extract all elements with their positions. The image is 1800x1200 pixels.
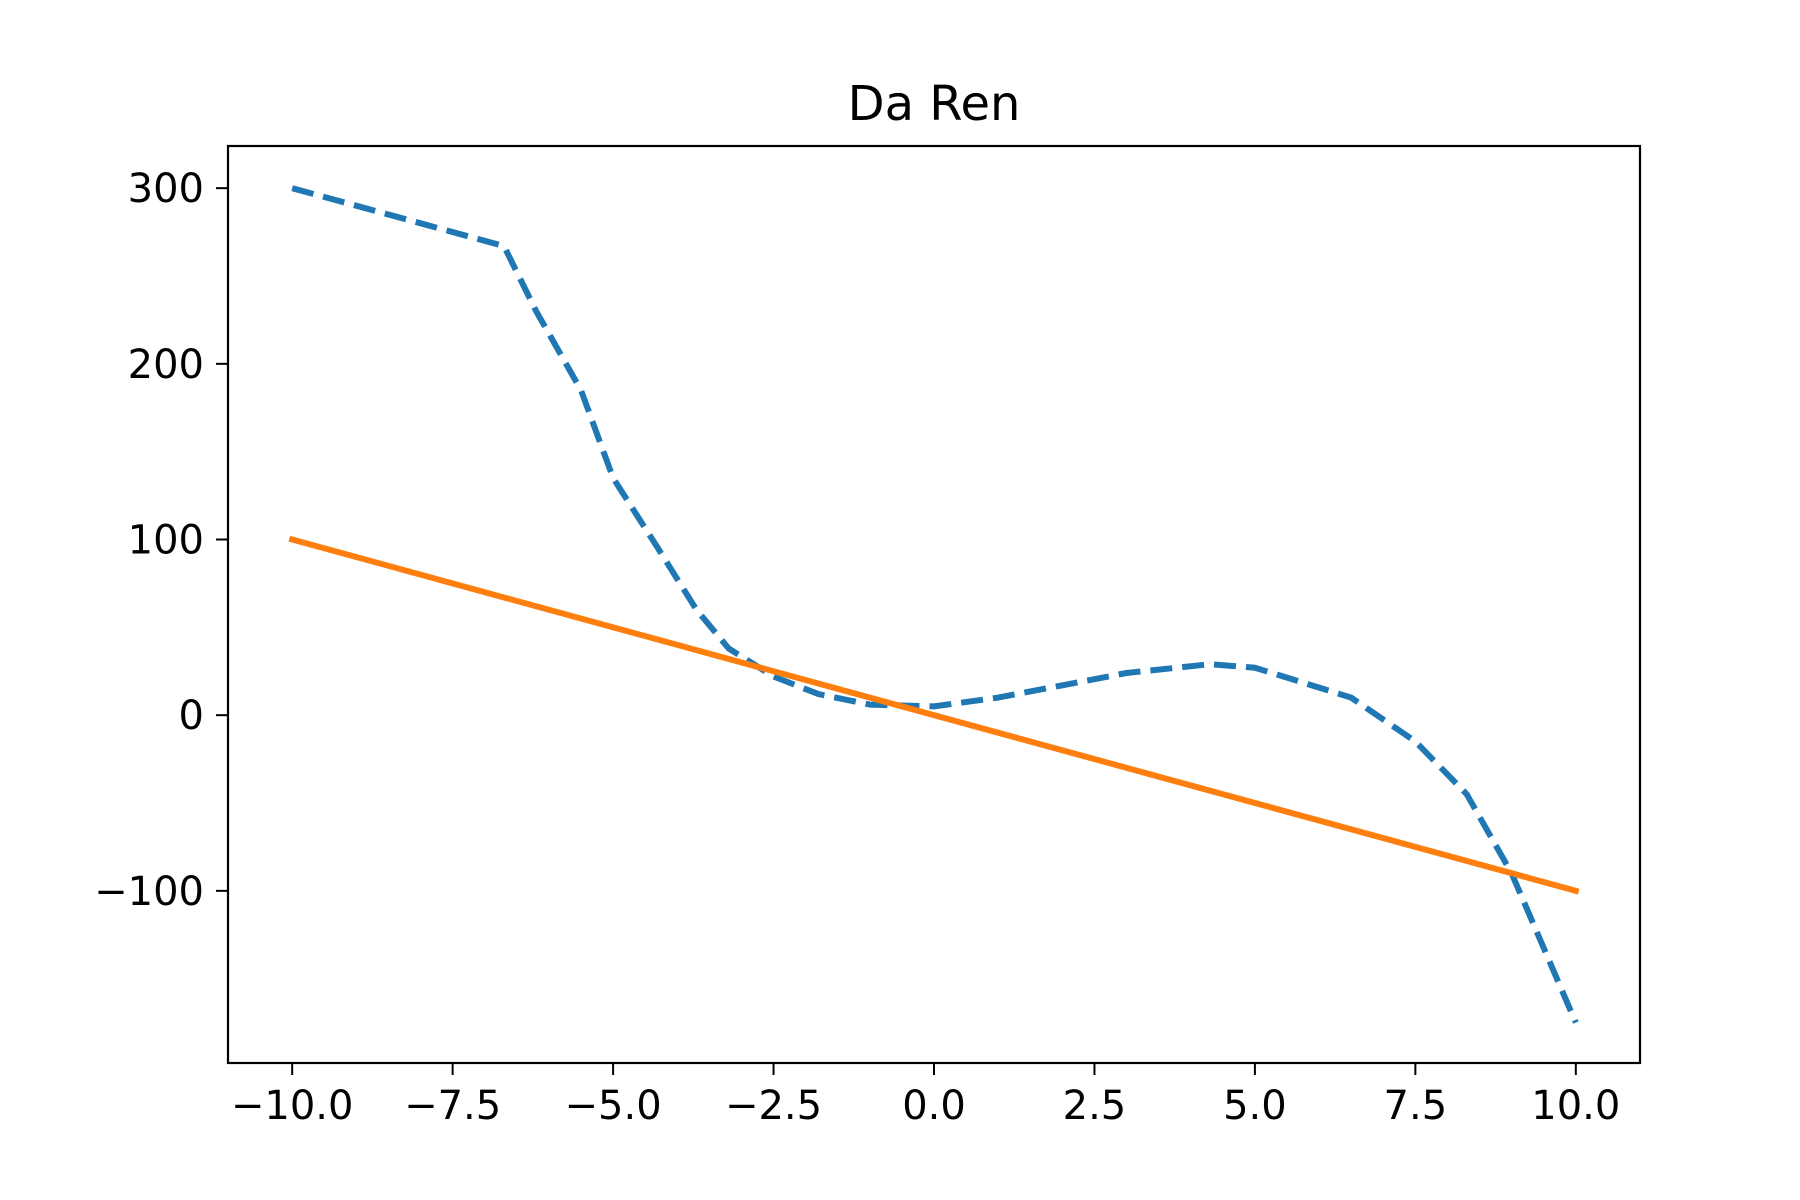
y-axis: −100 0 100 200 300: [94, 166, 228, 915]
x-tick-label: 0.0: [902, 1083, 966, 1129]
x-tick-label: 5.0: [1223, 1083, 1287, 1129]
series-line-dashed: [291, 185, 1579, 1024]
series-layer: [288, 185, 1580, 1024]
x-axis: −10.0 −7.5 −5.0 −2.5 0.0 2.5 5.0 7.5 10.0: [231, 1063, 1620, 1129]
y-tick-label: 200: [128, 342, 204, 388]
y-tick-label: 300: [128, 166, 204, 212]
y-tick-label: 0: [179, 693, 204, 739]
x-tick-label: −5.0: [565, 1083, 662, 1129]
x-tick-label: 2.5: [1063, 1083, 1127, 1129]
x-tick-label: 7.5: [1384, 1083, 1448, 1129]
x-tick-label: −2.5: [725, 1083, 822, 1129]
chart-title: Da Ren: [848, 76, 1021, 132]
x-tick-label: −10.0: [231, 1083, 354, 1129]
x-tick-label: 10.0: [1531, 1083, 1620, 1129]
x-tick-label: −7.5: [404, 1083, 501, 1129]
plot-frame: [226, 144, 1642, 1065]
series-line-solid: [288, 535, 1580, 895]
y-tick-label: 100: [128, 518, 204, 564]
y-tick-label: −100: [94, 869, 204, 915]
